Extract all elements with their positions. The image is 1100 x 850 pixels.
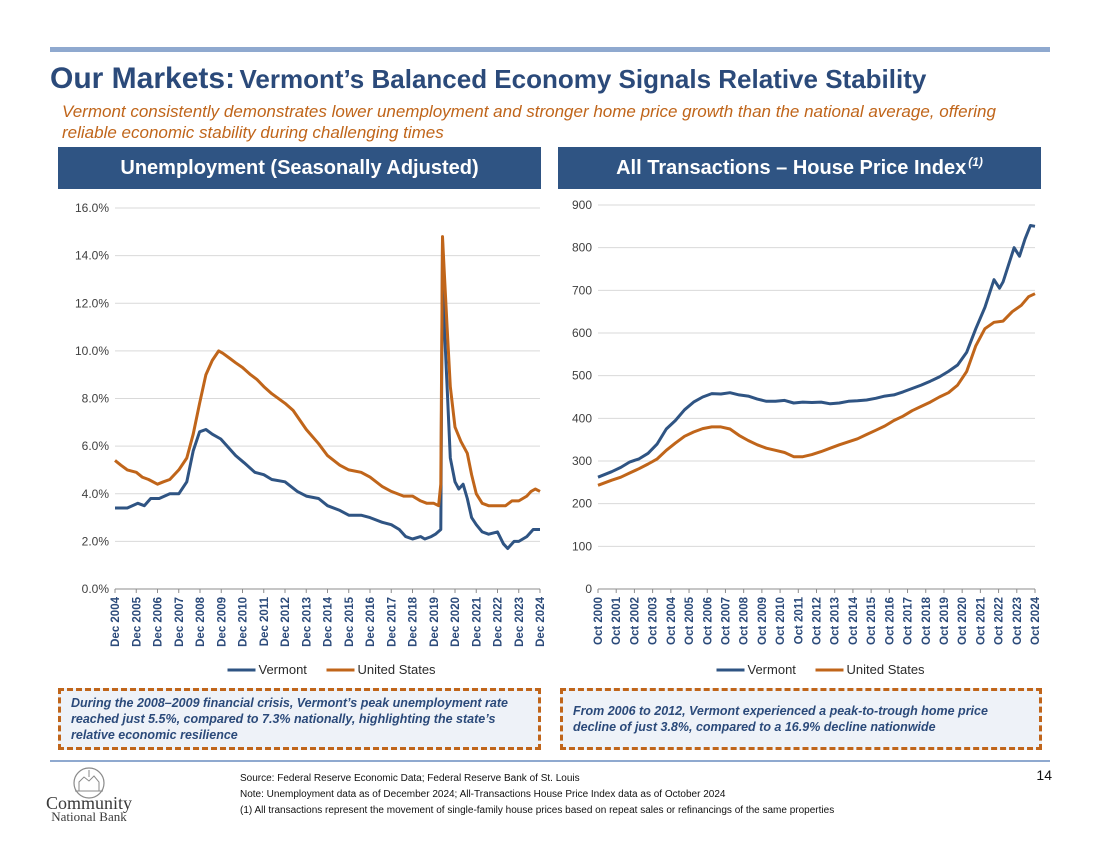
title-main: Our Markets: — [50, 62, 236, 95]
x-tick-label: Oct 2018 — [921, 596, 933, 645]
x-tick-label: Dec 2017 — [386, 597, 398, 647]
y-tick-label: 0 — [585, 582, 592, 596]
page-subtitle: Vermont consistently demonstrates lower … — [62, 102, 996, 142]
unemployment-callout: During the 2008–2009 financial crisis, V… — [58, 688, 541, 750]
x-tick-label: Dec 2013 — [301, 597, 313, 647]
x-tick-label: Dec 2023 — [514, 597, 526, 647]
x-tick-label: Dec 2006 — [153, 597, 165, 647]
bottom-divider — [50, 760, 1050, 762]
x-tick-label: Oct 2008 — [739, 596, 751, 645]
y-tick-label: 700 — [572, 283, 592, 297]
series-line-united-states — [114, 235, 541, 508]
x-tick-label: Dec 2011 — [259, 596, 271, 646]
x-tick-label: Oct 2013 — [830, 597, 842, 645]
bank-name: Community National Bank — [44, 793, 134, 824]
y-tick-label: 4.0% — [82, 487, 110, 501]
y-tick-label: 100 — [572, 539, 592, 553]
x-tick-label: Oct 2011 — [793, 596, 805, 644]
x-tick-label: Dec 2019 — [429, 597, 441, 647]
y-tick-label: 8.0% — [82, 392, 110, 406]
x-tick-label: Dec 2016 — [365, 597, 377, 647]
x-tick-label: Dec 2020 — [450, 597, 462, 647]
y-tick-label: 500 — [572, 369, 592, 383]
y-tick-label: 0.0% — [82, 582, 110, 596]
page-title: Our Markets: Vermont’s Balanced Economy … — [50, 62, 926, 96]
y-tick-label: 16.0% — [75, 201, 109, 215]
x-tick-label: Oct 2019 — [939, 597, 951, 645]
y-tick-label: 900 — [572, 198, 592, 212]
x-tick-label: Oct 2006 — [702, 597, 714, 645]
footer-footnote: (1) All transactions represent the movem… — [240, 805, 835, 816]
y-tick-label: 300 — [572, 454, 592, 468]
x-tick-label: Dec 2005 — [131, 596, 143, 646]
x-tick-label: Oct 2002 — [629, 597, 641, 645]
hpi-chart-header: All Transactions – House Price Index (1) — [558, 147, 1041, 189]
y-tick-label: 12.0% — [75, 296, 109, 310]
series-line-united-states — [597, 292, 1036, 487]
legend-label-united-states: United States — [358, 662, 437, 677]
x-tick-label: Oct 2004 — [666, 596, 678, 645]
y-tick-label: 400 — [572, 411, 592, 425]
x-tick-label: Oct 2007 — [720, 597, 732, 645]
x-tick-label: Dec 2008 — [195, 596, 207, 646]
unemployment-callout-text: During the 2008–2009 financial crisis, V… — [71, 696, 508, 742]
x-tick-label: Oct 2012 — [812, 597, 824, 645]
x-tick-label: Oct 2024 — [1030, 596, 1042, 645]
x-tick-label: Oct 2016 — [884, 597, 896, 645]
x-tick-label: Dec 2022 — [493, 597, 505, 647]
y-tick-label: 10.0% — [75, 344, 109, 358]
unemployment-chart-title: Unemployment (Seasonally Adjusted) — [120, 156, 479, 179]
hpi-footnote-marker: (1) — [968, 155, 983, 169]
footer-note: Note: Unemployment data as of December 2… — [240, 789, 726, 800]
legend-label-vermont: Vermont — [259, 662, 308, 677]
series-line-vermont — [597, 224, 1036, 479]
series-line-vermont — [115, 239, 540, 550]
x-tick-label: Dec 2009 — [216, 597, 228, 647]
x-tick-label: Dec 2024 — [535, 596, 547, 646]
x-tick-label: Dec 2012 — [280, 597, 292, 647]
x-tick-label: Oct 2003 — [648, 597, 660, 645]
y-tick-label: 200 — [572, 497, 592, 511]
bank-logo-icon — [73, 767, 105, 799]
x-tick-label: Oct 2023 — [1012, 597, 1024, 645]
x-tick-label: Oct 2020 — [957, 597, 969, 645]
x-tick-label: Oct 2010 — [775, 597, 787, 645]
footer-source: Source: Federal Reserve Economic Data; F… — [240, 773, 580, 784]
x-tick-label: Oct 2017 — [903, 597, 915, 645]
x-tick-label: Oct 2014 — [848, 596, 860, 645]
x-tick-label: Dec 2004 — [110, 596, 122, 646]
x-tick-label: Oct 2022 — [994, 597, 1006, 645]
unemployment-chart: 0.0% 2.0% 4.0% 6.0% 8.0% 10.0% 12.0% 14.0% 16.0%… — [75, 201, 547, 677]
x-tick-label: Oct 2021 — [975, 596, 987, 645]
bank-name-line2: National Bank — [51, 809, 127, 824]
x-tick-label: Dec 2018 — [408, 596, 420, 646]
hpi-callout: From 2006 to 2012, Vermont experienced a… — [560, 688, 1042, 750]
y-tick-label: 2.0% — [82, 534, 110, 548]
unemployment-chart-header: Unemployment (Seasonally Adjusted) — [58, 147, 541, 189]
x-tick-label: Dec 2021 — [471, 596, 483, 646]
hpi-chart: 0 100 200 300 400 500 600 700 800 900 Oct 2000 Oct … — [572, 198, 1042, 677]
hpi-chart-title: All Transactions – House Price Index — [616, 156, 967, 179]
title-sub: Vermont’s Balanced Economy Signals Relat… — [239, 64, 927, 94]
x-tick-label: Dec 2015 — [344, 596, 356, 646]
x-tick-label: Dec 2014 — [323, 596, 335, 646]
legend-label-vermont: Vermont — [748, 662, 797, 677]
hpi-callout-text: From 2006 to 2012, Vermont experienced a… — [573, 704, 988, 734]
x-tick-label: Oct 2001 — [611, 596, 623, 645]
y-tick-label: 14.0% — [75, 249, 109, 263]
y-tick-label: 600 — [572, 326, 592, 340]
x-tick-label: Oct 2005 — [684, 596, 696, 645]
y-tick-label: 6.0% — [82, 439, 110, 453]
y-tick-label: 800 — [572, 241, 592, 255]
x-tick-label: Oct 2000 — [593, 597, 605, 645]
x-tick-label: Oct 2015 — [866, 596, 878, 645]
footer-notes: Source: Federal Reserve Economic Data; F… — [240, 771, 834, 819]
x-tick-label: Oct 2009 — [757, 597, 769, 645]
bank-name-line1: Community — [45, 793, 132, 813]
x-tick-label: Dec 2007 — [174, 597, 186, 647]
top-divider — [50, 47, 1050, 52]
x-tick-label: Dec 2010 — [238, 597, 250, 647]
page-number: 14 — [1036, 767, 1052, 783]
legend-label-united-states: United States — [847, 662, 926, 677]
